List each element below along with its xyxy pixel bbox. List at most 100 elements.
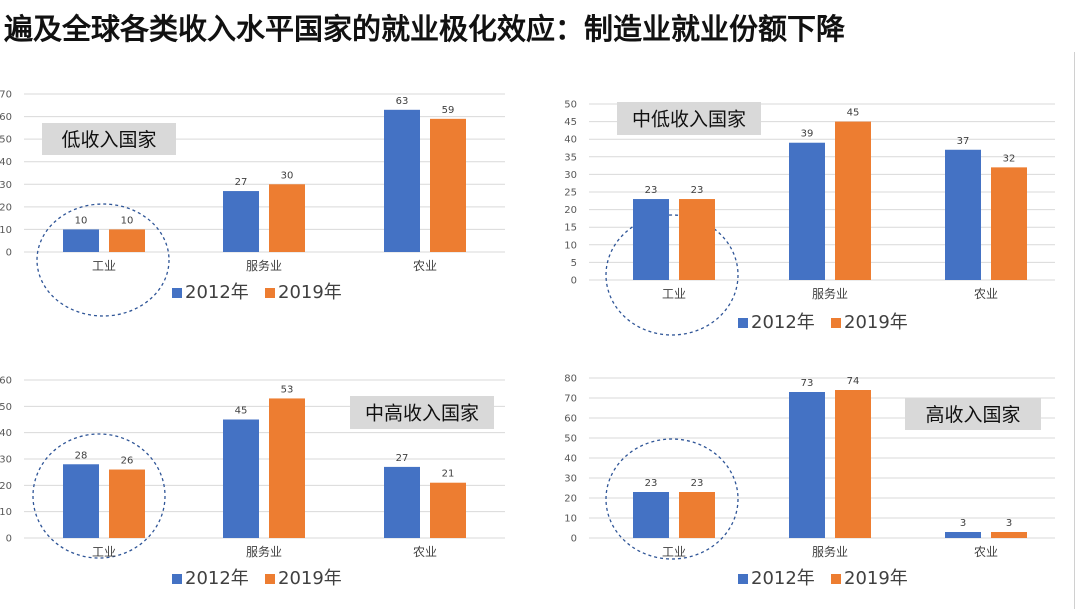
bar xyxy=(945,149,981,280)
bar xyxy=(384,466,420,538)
y-tick-label: 0 xyxy=(6,248,12,259)
y-tick-label: 50 xyxy=(564,100,577,111)
data-label: 30 xyxy=(281,170,294,181)
legend-swatch xyxy=(831,574,841,584)
bar xyxy=(269,184,305,252)
data-label: 23 xyxy=(645,185,658,196)
bar xyxy=(430,118,466,252)
data-label: 39 xyxy=(801,129,814,140)
divider xyxy=(1074,52,1075,609)
page-title: 遍及全球各类收入水平国家的就业极化效应：制造业就业份额下降 xyxy=(4,12,846,46)
legend-label: 2019年 xyxy=(844,568,908,589)
bar xyxy=(633,199,669,280)
y-tick-label: 50 xyxy=(0,402,12,413)
bar xyxy=(679,199,715,280)
data-label: 59 xyxy=(442,105,455,116)
category-label: 工业 xyxy=(92,259,116,273)
data-label: 74 xyxy=(847,376,860,387)
bar xyxy=(633,492,669,538)
data-label: 27 xyxy=(396,453,409,464)
category-label: 工业 xyxy=(92,545,116,559)
category-label: 服务业 xyxy=(246,544,282,559)
legend-swatch xyxy=(172,288,182,298)
bar xyxy=(991,532,1027,538)
y-tick-label: 80 xyxy=(564,374,577,385)
data-label: 45 xyxy=(847,108,860,119)
bar xyxy=(835,121,871,280)
bar xyxy=(789,392,825,538)
legend-swatch xyxy=(738,574,748,584)
data-label: 27 xyxy=(235,177,248,188)
data-label: 23 xyxy=(691,478,704,489)
legend-label: 2012年 xyxy=(751,568,815,589)
legend-label: 2019年 xyxy=(278,568,342,589)
highlight-ellipse xyxy=(605,214,739,336)
bar xyxy=(679,492,715,538)
category-label: 农业 xyxy=(974,545,998,559)
legend-label: 2019年 xyxy=(844,312,908,333)
chart-low-income: 0 10 20 30 40 50 60 70 10 10 工业 27 30 服务业 63 59 农业 低收入国家 2… xyxy=(0,90,505,317)
y-tick-label: 10 xyxy=(564,514,577,525)
y-tick-label: 15 xyxy=(564,223,577,234)
bar xyxy=(430,482,466,538)
bar xyxy=(945,532,981,538)
legend-label: 2012年 xyxy=(185,282,249,303)
y-tick-label: 20 xyxy=(564,205,577,216)
highlight-ellipse xyxy=(605,438,739,560)
highlight-ellipse xyxy=(32,433,166,559)
data-label: 26 xyxy=(121,456,134,467)
data-label: 21 xyxy=(442,469,455,480)
bar xyxy=(223,419,259,538)
data-label: 53 xyxy=(281,384,294,395)
y-tick-label: 40 xyxy=(0,157,12,168)
data-label: 3 xyxy=(960,518,966,529)
highlight-ellipse xyxy=(36,203,170,317)
y-tick-label: 35 xyxy=(564,152,577,163)
y-tick-label: 20 xyxy=(0,481,12,492)
panel-label-box xyxy=(905,398,1041,430)
y-tick-label: 30 xyxy=(564,474,577,485)
y-tick-label: 50 xyxy=(564,434,577,445)
bar xyxy=(384,109,420,252)
panel-label-box xyxy=(42,123,176,155)
y-tick-label: 0 xyxy=(6,534,12,545)
y-tick-label: 70 xyxy=(564,394,577,405)
category-label: 农业 xyxy=(974,287,998,301)
y-tick-label: 10 xyxy=(0,225,12,236)
bar xyxy=(63,229,99,252)
data-label: 3 xyxy=(1006,518,1012,529)
chart-upper-middle-income: 0 10 20 30 40 50 60 28 26 工业 45 53 服务业 27 21 农业 中高收入国家 20… xyxy=(0,376,505,589)
legend-swatch xyxy=(831,318,841,328)
panel-label: 中高收入国家 xyxy=(365,403,479,425)
bar xyxy=(835,390,871,538)
data-label: 10 xyxy=(75,215,88,226)
data-label: 23 xyxy=(645,478,658,489)
panel-label-box xyxy=(617,102,761,135)
y-tick-label: 60 xyxy=(0,376,12,387)
category-label: 工业 xyxy=(662,287,686,301)
data-label: 63 xyxy=(396,96,409,107)
y-tick-label: 60 xyxy=(0,112,12,123)
legend-swatch xyxy=(265,574,275,584)
y-tick-label: 5 xyxy=(571,258,577,269)
y-tick-label: 40 xyxy=(564,135,577,146)
y-tick-label: 40 xyxy=(0,428,12,439)
data-label: 23 xyxy=(691,185,704,196)
category-label: 服务业 xyxy=(812,544,848,559)
y-tick-label: 10 xyxy=(0,507,12,518)
y-tick-label: 50 xyxy=(0,135,12,146)
legend-swatch xyxy=(265,288,275,298)
y-tick-label: 0 xyxy=(571,534,577,545)
legend-label: 2019年 xyxy=(278,282,342,303)
y-tick-label: 20 xyxy=(0,202,12,213)
panel-label: 高收入国家 xyxy=(925,404,1020,426)
bar xyxy=(63,464,99,538)
y-tick-label: 10 xyxy=(564,240,577,251)
panel-label: 低收入国家 xyxy=(61,129,156,151)
category-label: 农业 xyxy=(413,259,437,273)
y-tick-label: 40 xyxy=(564,454,577,465)
category-label: 服务业 xyxy=(246,258,282,273)
legend-swatch xyxy=(172,574,182,584)
bar xyxy=(109,229,145,252)
data-label: 73 xyxy=(801,378,814,389)
